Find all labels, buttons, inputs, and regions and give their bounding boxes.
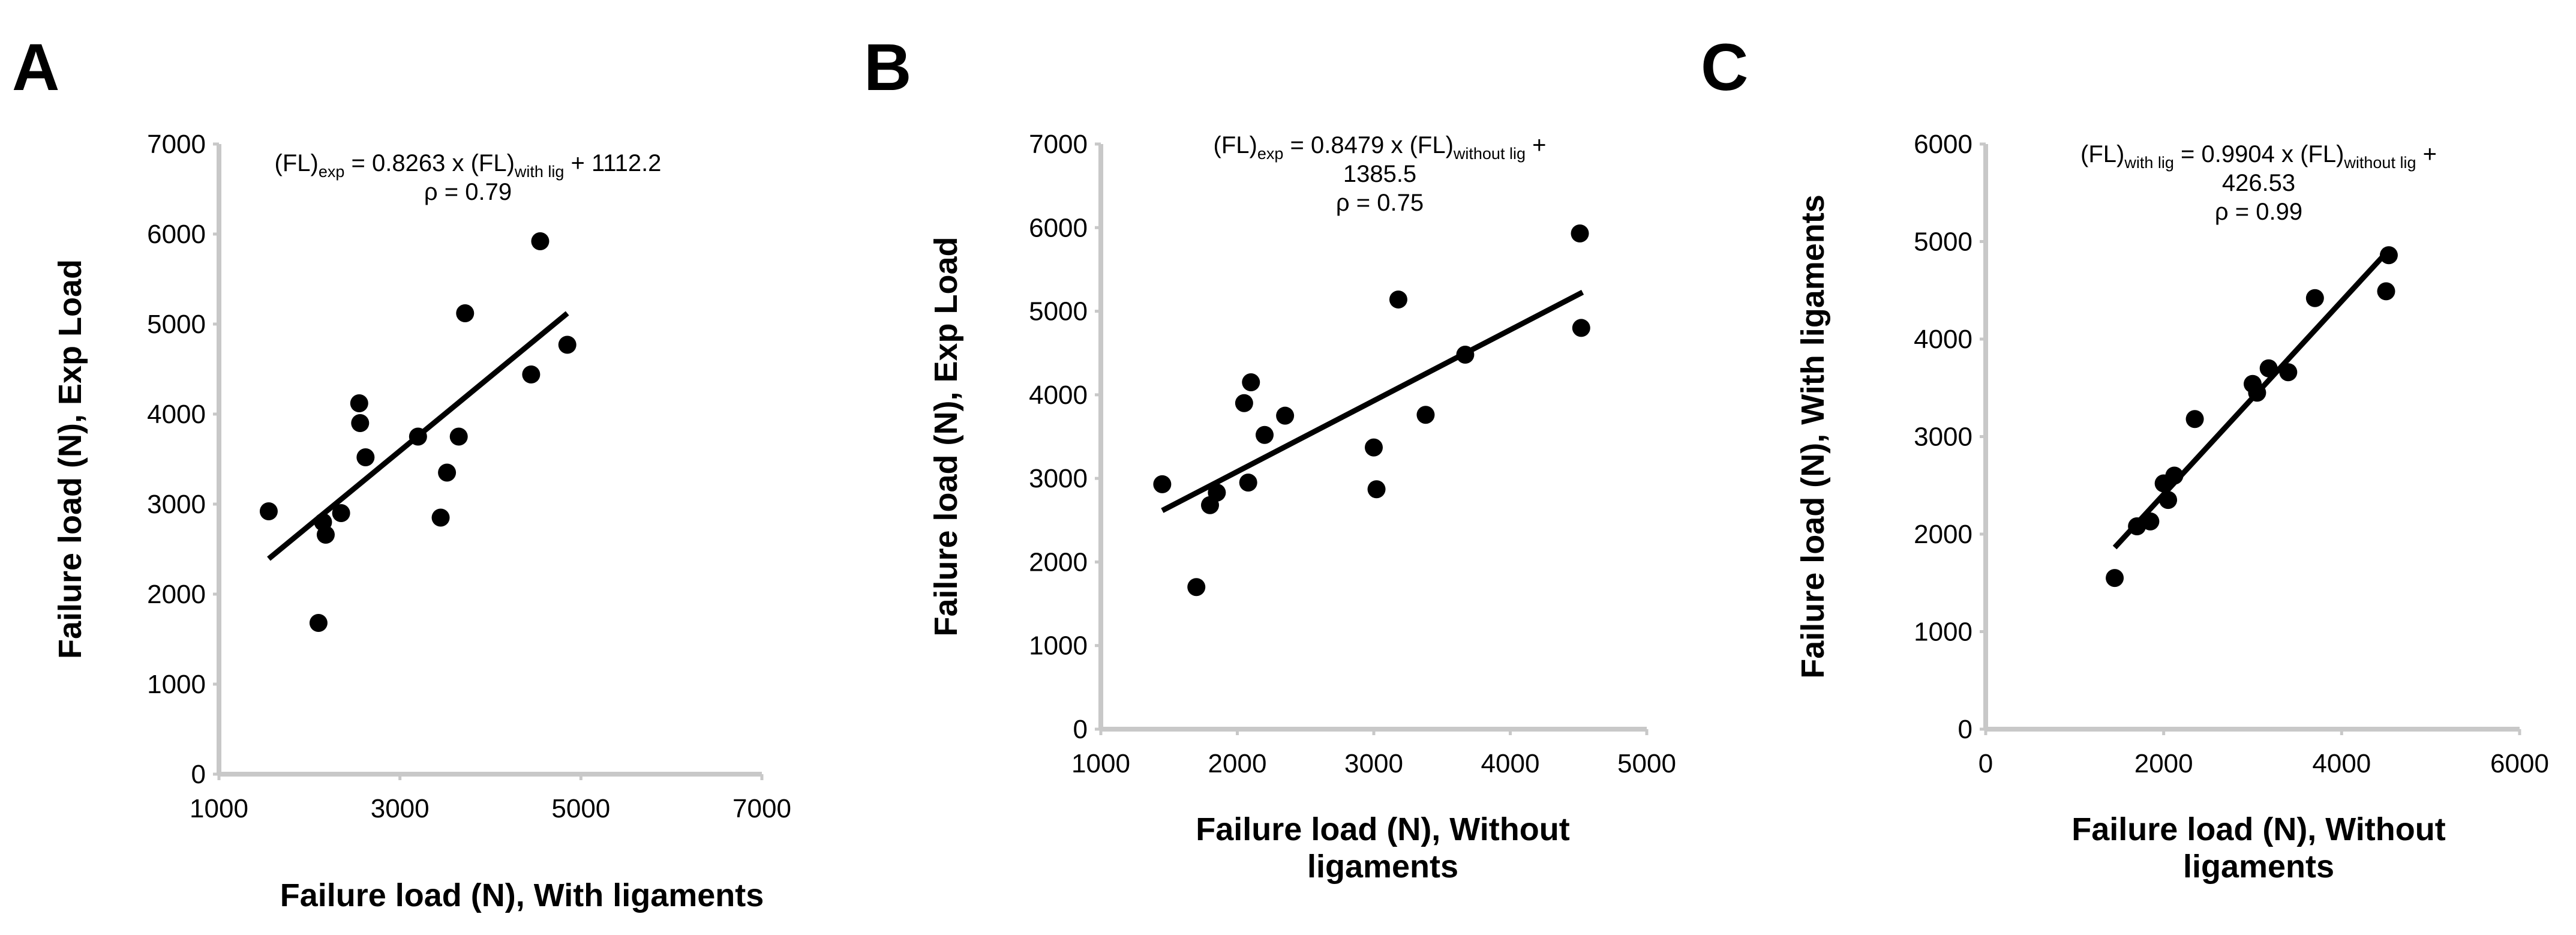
panel-a-regression-equation: (FL)exp = 0.8263 x (FL)with lig + 1112.2 bbox=[275, 150, 662, 181]
panel-b-data-point bbox=[1571, 224, 1589, 243]
panel-b-x-tick-label: 1000 bbox=[1071, 749, 1130, 778]
panel-b-data-point bbox=[1365, 438, 1383, 457]
panel-c-equation-intercept: 426.53 bbox=[2222, 170, 2295, 196]
panel-b-data-point bbox=[1242, 373, 1260, 391]
panel-b-data-point bbox=[1256, 425, 1274, 444]
panel-b-data-point bbox=[1208, 483, 1226, 502]
panel-b-data-point bbox=[1153, 475, 1172, 493]
panel-a-letter: A bbox=[12, 31, 59, 104]
panel-c-data-point bbox=[2141, 512, 2160, 531]
panel-a-data-point bbox=[356, 448, 375, 466]
panel-b-data-point bbox=[1367, 480, 1386, 499]
panel-b-y-tick-label: 1000 bbox=[1029, 631, 1088, 661]
panel-c-x-axis-title: Failure load (N), Without ligaments bbox=[2071, 811, 2445, 885]
panel-b: B 0 1000 2000 3000 4000 5000 6000 7000 1000 2000 3… bbox=[864, 31, 1676, 885]
panel-a-data-point bbox=[350, 394, 368, 412]
panel-a-data-point bbox=[332, 504, 350, 522]
panel-a-y-tick-label: 6000 bbox=[147, 220, 206, 249]
panel-a-y-tick-label: 3000 bbox=[147, 490, 206, 519]
panel-a-y-tick-label: 7000 bbox=[147, 130, 206, 159]
panel-b-y-tick-label: 7000 bbox=[1029, 130, 1088, 159]
panel-c-data-point bbox=[2377, 282, 2395, 301]
panel-a-data-point bbox=[558, 335, 577, 354]
panel-c-data-point bbox=[2159, 491, 2178, 510]
panel-b-regression-equation: (FL)exp = 0.8479 x (FL)without lig + bbox=[1214, 132, 1547, 163]
panel-a-x-tick-label: 3000 bbox=[371, 794, 430, 823]
panel-c-x-tick-label: 0 bbox=[1978, 749, 1993, 778]
panel-a-x-tick-label: 1000 bbox=[190, 794, 248, 823]
panel-c-regression-equation: (FL)with lig = 0.9904 x (FL)without lig … bbox=[2080, 141, 2437, 172]
panel-b-x-tick-label: 4000 bbox=[1481, 749, 1540, 778]
panel-c-y-tick-label: 4000 bbox=[1914, 325, 1972, 354]
panel-b-equation-intercept: 1385.5 bbox=[1343, 161, 1416, 187]
panel-b-data-point bbox=[1456, 346, 1475, 364]
panel-a-y-tick-label: 4000 bbox=[147, 400, 206, 429]
panel-b-correlation-rho: ρ = 0.75 bbox=[1336, 190, 1424, 216]
panel-a: A 0 1000 2000 3000 4000 5000 6000 7000 1000 3000 5… bbox=[12, 31, 791, 913]
panel-a-y-tick-label: 1000 bbox=[147, 670, 206, 699]
panel-a-data-point bbox=[409, 427, 427, 446]
panel-a-data-point bbox=[438, 463, 457, 482]
panel-a-x-tick-label: 5000 bbox=[551, 794, 610, 823]
panel-c-y-tick-label: 5000 bbox=[1914, 227, 1972, 257]
panel-c-data-point bbox=[2185, 410, 2204, 428]
panel-b-letter: B bbox=[864, 31, 911, 104]
panel-a-data-point bbox=[259, 502, 278, 520]
panel-c-data-point bbox=[2305, 289, 2324, 307]
panel-a-data-point bbox=[316, 526, 335, 544]
panel-c-data-point bbox=[2248, 383, 2266, 402]
panel-b-y-axis-title: Failure load (N), Exp Load bbox=[928, 236, 964, 636]
panel-c-y-tick-label: 3000 bbox=[1914, 422, 1972, 452]
panel-c-data-point bbox=[2165, 466, 2184, 485]
panel-c-y-tick-label: 6000 bbox=[1914, 130, 1972, 159]
panel-b-data-point bbox=[1276, 406, 1295, 425]
panel-b-data-point bbox=[1389, 290, 1407, 309]
panel-b-y-tick-label: 2000 bbox=[1029, 547, 1088, 577]
panel-a-y-tick-label: 0 bbox=[191, 760, 206, 789]
panel-c-data-point bbox=[2259, 359, 2278, 377]
panel-c-x-tick-label: 4000 bbox=[2312, 749, 2371, 778]
panel-c-letter: C bbox=[1701, 31, 1748, 104]
panel-a-data-point bbox=[531, 232, 550, 250]
panel-b-data-point bbox=[1235, 394, 1253, 412]
panel-a-data-point bbox=[522, 365, 541, 383]
panel-b-x-tick-label: 3000 bbox=[1344, 749, 1403, 778]
panel-c-y-tick-label: 0 bbox=[1958, 715, 1972, 744]
panel-a-data-point bbox=[309, 614, 328, 632]
panel-a-y-axis-title: Failure load (N), Exp Load bbox=[52, 259, 88, 659]
panel-a-data-point bbox=[449, 427, 468, 446]
panel-b-x-tick-label: 2000 bbox=[1208, 749, 1267, 778]
panel-a-data-point bbox=[456, 304, 475, 322]
panel-a-x-tick-label: 7000 bbox=[732, 794, 791, 823]
panel-c-data-point bbox=[2379, 246, 2398, 265]
panel-c-y-axis-title: Failure load (N), With ligaments bbox=[1795, 194, 1831, 679]
panel-b-y-tick-label: 4000 bbox=[1029, 380, 1088, 410]
panel-b-data-point bbox=[1572, 319, 1590, 337]
panel-a-x-axis-title: Failure load (N), With ligaments bbox=[280, 877, 764, 913]
panel-b-y-tick-label: 6000 bbox=[1029, 213, 1088, 242]
panel-b-y-tick-label: 0 bbox=[1073, 715, 1088, 744]
panel-b-x-tick-label: 5000 bbox=[1617, 749, 1676, 778]
panel-a-data-point bbox=[351, 414, 370, 432]
panel-a-y-tick-label: 5000 bbox=[147, 310, 206, 339]
panel-b-y-tick-label: 5000 bbox=[1029, 297, 1088, 326]
panel-c-x-tick-label: 6000 bbox=[2490, 749, 2549, 778]
panel-c-y-tick-label: 1000 bbox=[1914, 618, 1972, 647]
panel-b-x-axis-title: Failure load (N), Without ligaments bbox=[1196, 811, 1569, 885]
panel-c-data-point bbox=[2106, 569, 2124, 588]
panel-c-data-point bbox=[2279, 363, 2298, 382]
panel-b-data-point bbox=[1187, 578, 1206, 597]
panel-a-y-tick-label: 2000 bbox=[147, 580, 206, 609]
panel-c-y-tick-label: 2000 bbox=[1914, 520, 1972, 549]
panel-b-y-tick-label: 3000 bbox=[1029, 464, 1088, 493]
panel-c-x-tick-label: 2000 bbox=[2134, 749, 2193, 778]
panel-b-data-point bbox=[1416, 406, 1435, 424]
panel-a-correlation-rho: ρ = 0.79 bbox=[424, 179, 512, 205]
panel-c-correlation-rho: ρ = 0.99 bbox=[2215, 199, 2302, 225]
panel-a-data-point bbox=[431, 508, 450, 527]
panel-b-trend-line bbox=[1161, 290, 1584, 513]
panel-c: C 0 1000 2000 3000 4000 5000 6000 0 2000 4000 6000… bbox=[1701, 31, 2549, 885]
panel-b-data-point bbox=[1239, 474, 1257, 492]
